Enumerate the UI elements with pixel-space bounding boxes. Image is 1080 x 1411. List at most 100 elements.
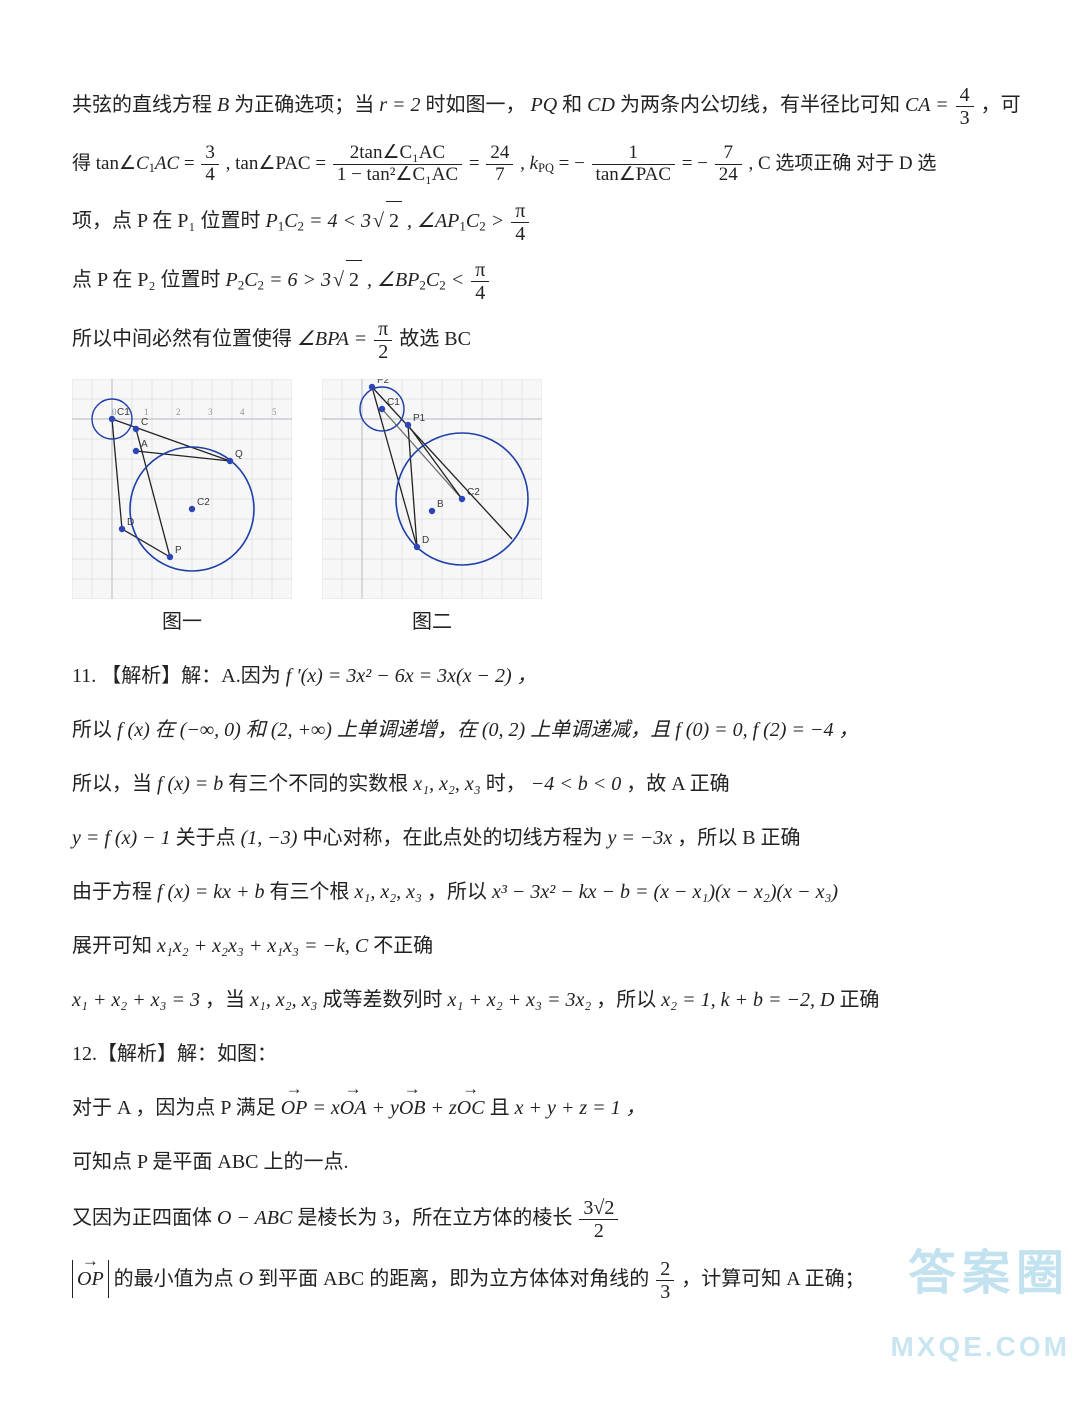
t: ，所以 B 正确	[677, 827, 800, 849]
kPQ-sub: PQ	[538, 161, 554, 175]
num: 4	[956, 84, 974, 107]
watermark-line2: MXQE.COM	[890, 1320, 1070, 1373]
den: 24	[715, 165, 742, 186]
eq: y = f (x) − 1	[72, 827, 171, 849]
t: 时，	[486, 773, 526, 795]
t: 共弦的直线方程	[72, 94, 217, 116]
q11-line3: 所以，当 f (x) = b 有三个不同的实数根 x₁, x₂, x₃ 时， −…	[72, 765, 1008, 803]
eq: x₁, x₂, x₃	[355, 881, 423, 903]
para-top-line3: 项，点 P 在 P₁ 位置时 P1C2 = 4 < 32 , ∠AP1C2 > …	[72, 200, 1008, 245]
t: 有三个不同的实数根	[228, 773, 413, 795]
frac-3r2-2: 3√2 2	[579, 1197, 618, 1242]
t: ，故 A 正确	[626, 773, 729, 795]
figure-1: 012345C1CAQDC2P 图一	[72, 379, 292, 641]
svg-text:P: P	[175, 545, 182, 556]
t: 中心对称，在此点处的切线方程为	[302, 827, 607, 849]
t: =	[469, 153, 480, 174]
t: 点 P 在 P₂ 位置时	[72, 269, 225, 291]
page: 共弦的直线方程 B 为正确选项；当 r = 2 时如图一， PQ 和 CD 为两…	[0, 0, 1080, 1379]
figure-1-svg: 012345C1CAQDC2P	[72, 379, 292, 599]
num: 3	[201, 143, 219, 165]
eq: P2C2 = 6 > 3	[225, 269, 331, 291]
den: tan∠PAC	[592, 165, 675, 186]
den: 2	[579, 1220, 618, 1242]
t: 且	[490, 1097, 515, 1119]
q12-head: 12.【解析】解：如图：	[72, 1035, 1008, 1073]
svg-text:Q: Q	[235, 449, 243, 460]
kPQ: , k	[520, 153, 538, 174]
t: 故选 BC	[399, 328, 471, 350]
q11-line7: x₁ + x₂ + x₃ = 3 ，当 x₁, x₂, x₃ 成等差数列时 x₁…	[72, 981, 1008, 1019]
svg-text:4: 4	[240, 407, 245, 417]
t: 由于方程	[72, 881, 157, 903]
t: = −	[559, 153, 585, 174]
frac-2-3: 2 3	[656, 1258, 674, 1303]
t: 项，点 P 在 P₁ 位置时	[72, 210, 265, 232]
svg-text:C2: C2	[467, 487, 480, 498]
den: 3	[656, 1281, 674, 1303]
t: 所以	[72, 719, 117, 741]
t: , C 选项正确 对于 D 选	[748, 153, 936, 174]
para-top-line2: 得 tan∠C1AC = 3 4 , tan∠PAC = 2tan∠C₁AC 1…	[72, 143, 1008, 186]
t: 有三个根	[270, 881, 355, 903]
t: ，可	[981, 94, 1021, 116]
t: 所以，当	[72, 773, 157, 795]
abs-OP: OP	[72, 1260, 109, 1298]
eq: x₁, x₂, x₃	[250, 989, 318, 1011]
frac-24-7: 24 7	[486, 143, 513, 186]
svg-text:5: 5	[272, 407, 277, 417]
den: 1 − tan²∠C₁AC	[333, 165, 462, 186]
t: 时如图一，	[426, 94, 526, 116]
q12-line3: 又因为正四面体 O − ABC 是棱长为 3，所在立方体的棱长 3√2 2	[72, 1197, 1008, 1242]
CD: CD	[587, 94, 615, 116]
eq2: , ∠BP2C2 <	[362, 269, 469, 291]
t: 11. 【解析】解：A.因为	[72, 665, 286, 687]
eq: x₁x₂ + x₂x₃ + x₁x₃ = −k, C	[157, 935, 368, 957]
svg-text:B: B	[437, 499, 444, 510]
frac-1-tanPAC: 1 tan∠PAC	[592, 143, 675, 186]
frac-pi-4b: π 4	[471, 259, 489, 304]
svg-text:P2: P2	[377, 379, 390, 386]
eq: O	[239, 1268, 253, 1290]
eq: x₁ + x₂ + x₃ = 3x₂	[447, 989, 591, 1011]
t: ，计算可知 A 正确；	[681, 1268, 864, 1290]
eq: y = −3x	[607, 827, 672, 849]
t: 又因为正四面体	[72, 1207, 217, 1229]
para-top-line4: 点 P 在 P₂ 位置时 P2C2 = 6 > 32 , ∠BP2C2 < π …	[72, 259, 1008, 304]
den: 4	[471, 282, 489, 304]
t: 为两条内公切线，有半径比可知	[620, 94, 905, 116]
figure-row: 012345C1CAQDC2P 图一 C1P2P1C2BD 图二	[72, 379, 1008, 641]
t: ，当	[205, 989, 250, 1011]
eq: x³ − 3x² − kx − b = (x − x₁)(x − x₂)(x −…	[492, 881, 838, 903]
PQ: PQ	[531, 94, 558, 116]
tanC1AC: tan∠C1AC =	[96, 153, 200, 174]
t: 得	[72, 153, 96, 174]
t: = −	[682, 153, 708, 174]
num: 2tan∠C₁AC	[333, 143, 462, 165]
svg-text:2: 2	[176, 407, 181, 417]
frac-7-24: 7 24	[715, 143, 742, 186]
eq2: , ∠AP1C2 >	[402, 210, 509, 232]
svg-text:1: 1	[144, 407, 149, 417]
frac-3-4: 3 4	[201, 143, 219, 186]
t: 不正确	[373, 935, 433, 957]
figure-2-caption: 图二	[412, 603, 452, 641]
eq: f (x) = b	[157, 773, 223, 795]
q11-line4: y = f (x) − 1 关于点 (1, −3) 中心对称，在此点处的切线方程…	[72, 819, 1008, 857]
q12-line1: 对于 A ，因为点 P 满足 OP = xOA + yOB + zOC 且 x …	[72, 1089, 1008, 1127]
num: π	[471, 259, 489, 282]
num: 7	[715, 143, 742, 165]
q11-line5: 由于方程 f (x) = kx + b 有三个根 x₁, x₂, x₃ ，所以 …	[72, 873, 1008, 911]
svg-text:C1: C1	[117, 407, 130, 418]
t: 正确	[839, 989, 879, 1011]
eq: f (x) = kx + b	[157, 881, 265, 903]
t: 为正确选项；当	[234, 94, 379, 116]
eq: x₂ = 1, k + b = −2, D	[661, 989, 834, 1011]
t: 展开可知	[72, 935, 157, 957]
t: 和	[562, 94, 587, 116]
frac-bigtan: 2tan∠C₁AC 1 − tan²∠C₁AC	[333, 143, 462, 186]
frac-pi-2: π 2	[374, 318, 392, 363]
den: 7	[486, 165, 513, 186]
num: π	[511, 200, 529, 223]
t: 的最小值为点	[114, 1268, 239, 1290]
